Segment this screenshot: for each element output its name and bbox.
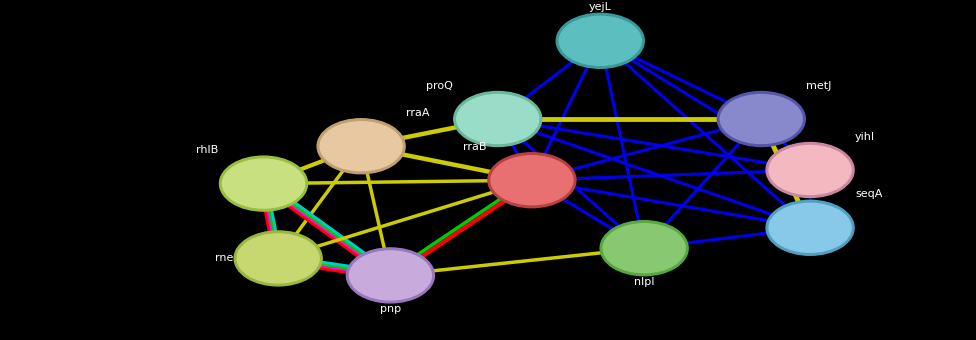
Ellipse shape	[223, 159, 305, 208]
Ellipse shape	[559, 16, 641, 65]
Text: rraB: rraB	[464, 142, 487, 152]
Text: yejL: yejL	[589, 2, 612, 12]
Text: rraA: rraA	[406, 108, 429, 118]
Ellipse shape	[717, 91, 805, 147]
Ellipse shape	[220, 156, 307, 211]
Ellipse shape	[317, 119, 405, 174]
Ellipse shape	[769, 203, 851, 252]
Ellipse shape	[234, 231, 322, 286]
Text: rne: rne	[215, 253, 233, 264]
Ellipse shape	[769, 146, 851, 194]
Ellipse shape	[491, 156, 573, 205]
Text: rhlB: rhlB	[196, 145, 219, 155]
Ellipse shape	[488, 153, 576, 208]
Ellipse shape	[457, 95, 539, 143]
Ellipse shape	[600, 221, 688, 276]
Text: seqA: seqA	[855, 189, 882, 199]
Text: yihI: yihI	[855, 132, 875, 141]
Ellipse shape	[766, 200, 854, 255]
Text: metJ: metJ	[806, 81, 832, 90]
Ellipse shape	[603, 224, 685, 273]
Ellipse shape	[766, 142, 854, 198]
Ellipse shape	[349, 251, 431, 300]
Ellipse shape	[720, 95, 802, 143]
Ellipse shape	[237, 234, 319, 283]
Ellipse shape	[454, 91, 542, 147]
Ellipse shape	[320, 122, 402, 171]
Ellipse shape	[556, 13, 644, 68]
Text: pnp: pnp	[380, 304, 401, 314]
Text: proQ: proQ	[426, 81, 453, 90]
Ellipse shape	[346, 248, 434, 303]
Text: nlpI: nlpI	[633, 277, 655, 287]
